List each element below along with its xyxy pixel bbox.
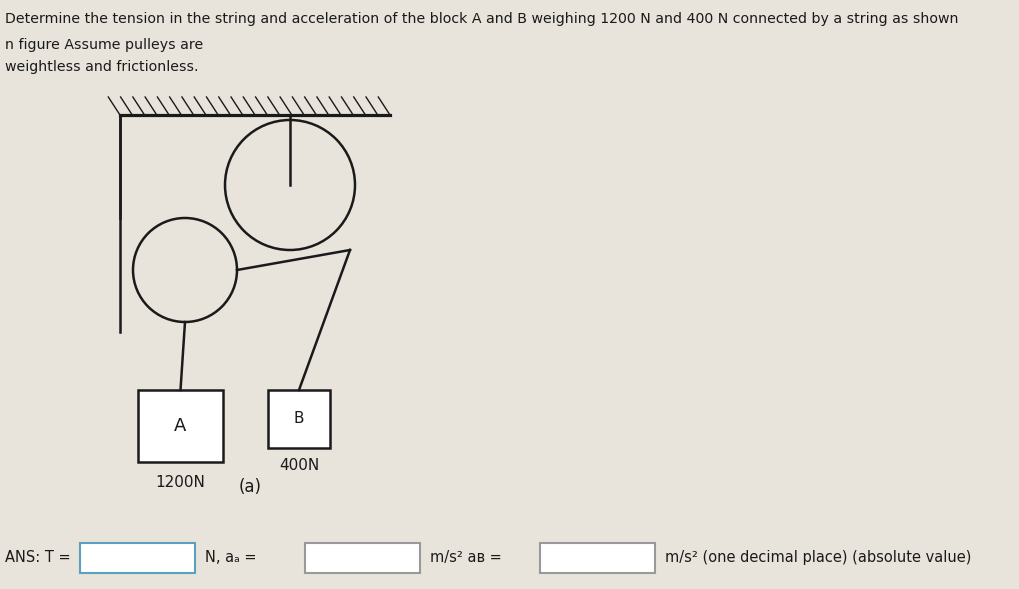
Text: B: B bbox=[293, 412, 304, 426]
Text: (a): (a) bbox=[238, 478, 261, 496]
Text: N, aₐ =: N, aₐ = bbox=[205, 551, 256, 565]
Text: 400N: 400N bbox=[278, 458, 319, 473]
Text: m/s² aʙ =: m/s² aʙ = bbox=[430, 551, 501, 565]
Bar bbox=[305, 543, 420, 573]
Bar bbox=[539, 543, 654, 573]
Bar bbox=[79, 543, 195, 573]
Text: weightless and frictionless.: weightless and frictionless. bbox=[5, 60, 199, 74]
Bar bbox=[138, 390, 223, 462]
Text: m/s² (one decimal place) (absolute value): m/s² (one decimal place) (absolute value… bbox=[664, 551, 970, 565]
Text: 1200N: 1200N bbox=[155, 475, 205, 490]
Text: n figure Assume pulleys are: n figure Assume pulleys are bbox=[5, 38, 203, 52]
Text: ANS: T =: ANS: T = bbox=[5, 551, 70, 565]
Text: A: A bbox=[174, 417, 186, 435]
Text: Determine the tension in the string and acceleration of the block A and B weighi: Determine the tension in the string and … bbox=[5, 12, 958, 26]
Bar bbox=[268, 390, 330, 448]
